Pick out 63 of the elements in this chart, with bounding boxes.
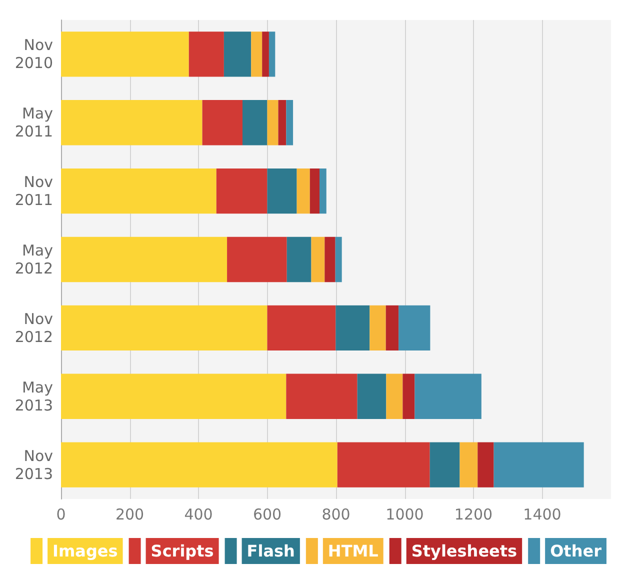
bar bbox=[286, 374, 358, 419]
bar bbox=[61, 305, 268, 351]
x-tick-label: 200 bbox=[115, 506, 144, 524]
legend-label: Flash bbox=[246, 542, 295, 560]
bar bbox=[478, 442, 494, 488]
bar bbox=[286, 100, 294, 146]
bar bbox=[324, 236, 336, 282]
bar bbox=[267, 168, 297, 214]
bar bbox=[188, 32, 224, 77]
bar bbox=[242, 100, 268, 146]
bar bbox=[310, 168, 320, 214]
bar bbox=[267, 305, 336, 351]
bar bbox=[386, 374, 403, 419]
bar bbox=[311, 236, 325, 282]
legend-label: Images bbox=[52, 542, 118, 560]
bar bbox=[61, 168, 216, 214]
bar bbox=[370, 305, 386, 351]
bar bbox=[61, 100, 202, 146]
bar bbox=[296, 168, 310, 214]
y-tick-label: May 2013 bbox=[14, 378, 54, 414]
y-tick-label: Nov 2013 bbox=[14, 446, 54, 483]
bar bbox=[61, 374, 286, 419]
y-tick-label: Nov 2010 bbox=[14, 36, 54, 72]
x-tick-label: 1000 bbox=[386, 506, 424, 524]
bar bbox=[278, 100, 286, 146]
bar bbox=[224, 32, 252, 77]
legend-label: Scripts bbox=[150, 542, 214, 560]
bar bbox=[216, 168, 268, 214]
bar bbox=[61, 32, 189, 77]
bar bbox=[268, 32, 276, 77]
bar bbox=[262, 32, 269, 77]
bar bbox=[286, 236, 312, 282]
legend-label: HTML bbox=[328, 542, 378, 560]
bar bbox=[357, 374, 386, 419]
bar bbox=[227, 236, 287, 282]
legend-label: Stylesheets bbox=[411, 542, 518, 560]
legend-label: Other bbox=[550, 542, 602, 560]
bar bbox=[494, 442, 584, 488]
bar bbox=[61, 442, 338, 488]
bar bbox=[460, 442, 478, 488]
bar bbox=[335, 236, 342, 282]
bar bbox=[61, 236, 228, 282]
x-tick-label: 1200 bbox=[454, 506, 493, 524]
bar bbox=[337, 442, 430, 488]
y-tick-label: May 2012 bbox=[14, 242, 54, 278]
bar bbox=[402, 374, 415, 419]
bar bbox=[320, 168, 326, 214]
bar bbox=[336, 305, 370, 351]
bar bbox=[202, 100, 242, 146]
x-tick-label: 400 bbox=[184, 506, 213, 524]
bar bbox=[398, 305, 430, 351]
x-tick-label: 800 bbox=[322, 506, 350, 524]
x-tick-label: 1400 bbox=[523, 506, 562, 524]
bar bbox=[251, 32, 262, 77]
bar bbox=[386, 305, 399, 351]
x-tick-label: 600 bbox=[252, 506, 282, 524]
y-tick-label: Nov 2011 bbox=[14, 173, 54, 210]
bar bbox=[414, 374, 482, 419]
y-tick-label: May 2011 bbox=[14, 104, 54, 141]
bar bbox=[267, 100, 278, 146]
y-tick-label: Nov 2012 bbox=[14, 310, 54, 346]
bar bbox=[430, 442, 460, 488]
x-tick-label: 0 bbox=[56, 506, 66, 524]
